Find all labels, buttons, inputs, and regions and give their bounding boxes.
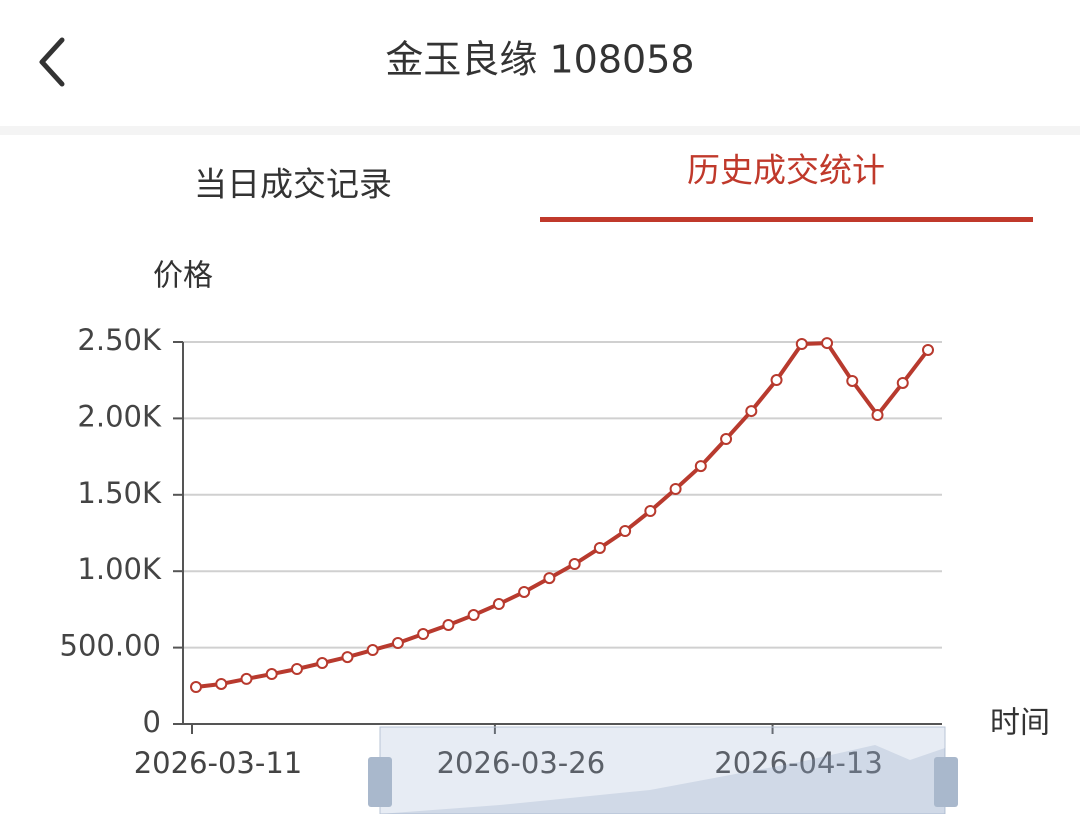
- point: [922, 343, 934, 356]
- point: [720, 433, 733, 446]
- point: [316, 657, 329, 670]
- tab-underline: [540, 217, 1033, 222]
- point: [644, 504, 657, 517]
- point: [417, 628, 430, 641]
- point: [694, 460, 707, 473]
- point: [290, 662, 303, 675]
- point: [568, 558, 581, 571]
- x-axis-label: 时间: [990, 706, 1050, 741]
- zoom-handle[interactable]: [368, 757, 392, 807]
- plot: 0 500.00 1.00K 1.50K 2.00K 2.50K 2026-03-11 202…: [60, 323, 942, 780]
- page-title: 金玉良缘 108058: [385, 38, 694, 82]
- y-tick-label: 1.50K: [77, 476, 162, 510]
- point: [366, 644, 379, 657]
- point: [619, 525, 632, 538]
- point: [240, 672, 253, 685]
- point: [442, 618, 455, 631]
- point: [543, 572, 556, 585]
- point: [846, 374, 859, 387]
- divider: [0, 126, 1080, 135]
- point: [821, 337, 834, 350]
- x-tick-label: 2026-03-26: [437, 746, 606, 780]
- point: [871, 409, 884, 422]
- point: [593, 541, 606, 554]
- y-tick-label: 2.50K: [77, 323, 162, 357]
- y-tick-label: 500.00: [60, 629, 161, 663]
- point: [190, 681, 202, 694]
- zoom-handle[interactable]: [934, 757, 958, 807]
- point: [467, 609, 480, 622]
- point: [896, 376, 909, 389]
- back-button[interactable]: [39, 37, 65, 87]
- y-tick-label: 1.00K: [77, 552, 162, 586]
- y-tick-label: 0: [143, 705, 161, 739]
- x-tick-label: 2026-03-11: [134, 746, 303, 780]
- point: [669, 482, 682, 495]
- line: [195, 341, 930, 690]
- point: [518, 585, 531, 598]
- y-axis-label: 价格: [153, 259, 213, 294]
- tab-active[interactable]: 历史成交统计: [687, 151, 885, 190]
- point: [492, 598, 505, 611]
- point: [770, 374, 783, 387]
- point: [341, 651, 354, 664]
- point: [265, 668, 278, 681]
- point: [745, 405, 758, 418]
- y-tick-label: 2.00K: [77, 399, 162, 433]
- point: [215, 677, 228, 690]
- point: [795, 337, 808, 350]
- point: [391, 637, 404, 650]
- zoom-slider[interactable]: [368, 726, 958, 815]
- x-tick-label: 2026-04-13: [714, 746, 883, 780]
- zoom-preview: [380, 745, 945, 814]
- tab[interactable]: 当日成交记录: [194, 165, 392, 204]
